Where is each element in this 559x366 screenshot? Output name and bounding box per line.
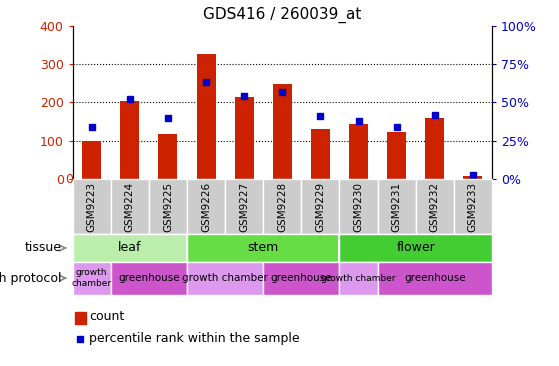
- Text: GSM9224: GSM9224: [125, 182, 135, 232]
- Bar: [416, 179, 454, 234]
- Text: GSM9227: GSM9227: [239, 182, 249, 232]
- Bar: [387, 132, 406, 179]
- Bar: [149, 179, 187, 234]
- Bar: [187, 234, 339, 262]
- Text: GSM9231: GSM9231: [392, 182, 401, 232]
- Text: growth chamber: growth chamber: [182, 273, 268, 283]
- Bar: [73, 262, 111, 295]
- Title: GDS416 / 260039_at: GDS416 / 260039_at: [203, 7, 362, 23]
- Bar: [273, 84, 292, 179]
- Text: GSM9223: GSM9223: [87, 182, 97, 232]
- Text: GSM9226: GSM9226: [201, 182, 211, 232]
- Bar: [301, 179, 339, 234]
- Text: GSM9229: GSM9229: [315, 182, 325, 232]
- Bar: [425, 118, 444, 179]
- Bar: [377, 179, 416, 234]
- Text: flower: flower: [396, 242, 435, 254]
- Text: count: count: [89, 310, 125, 323]
- Text: GSM9230: GSM9230: [353, 182, 363, 232]
- Bar: [263, 262, 339, 295]
- Text: GSM9225: GSM9225: [163, 182, 173, 232]
- Bar: [111, 179, 149, 234]
- Text: stem: stem: [248, 242, 279, 254]
- Bar: [197, 55, 216, 179]
- Bar: [339, 179, 377, 234]
- Bar: [187, 179, 225, 234]
- Bar: [454, 179, 492, 234]
- Text: greenhouse: greenhouse: [271, 273, 332, 283]
- Bar: [311, 129, 330, 179]
- Bar: [377, 262, 492, 295]
- Bar: [187, 262, 263, 295]
- Text: GSM9228: GSM9228: [277, 182, 287, 232]
- Text: 0: 0: [65, 173, 73, 186]
- Text: percentile rank within the sample: percentile rank within the sample: [89, 332, 300, 345]
- Text: tissue: tissue: [25, 242, 61, 254]
- Bar: [75, 312, 86, 324]
- Bar: [73, 179, 111, 234]
- Bar: [73, 234, 187, 262]
- Bar: [111, 262, 187, 295]
- Bar: [235, 97, 254, 179]
- Bar: [158, 134, 178, 179]
- Bar: [339, 234, 492, 262]
- Text: growth
chamber: growth chamber: [72, 268, 112, 288]
- Text: GSM9233: GSM9233: [468, 182, 478, 232]
- Bar: [120, 101, 139, 179]
- Text: greenhouse: greenhouse: [118, 273, 179, 283]
- Bar: [225, 179, 263, 234]
- Bar: [349, 124, 368, 179]
- Text: growth protocol: growth protocol: [0, 272, 61, 285]
- Text: greenhouse: greenhouse: [404, 273, 466, 283]
- Bar: [82, 141, 101, 179]
- Bar: [463, 176, 482, 179]
- Text: growth chamber: growth chamber: [321, 274, 396, 283]
- Text: GSM9232: GSM9232: [430, 182, 440, 232]
- Bar: [263, 179, 301, 234]
- Bar: [339, 262, 377, 295]
- Text: leaf: leaf: [118, 242, 141, 254]
